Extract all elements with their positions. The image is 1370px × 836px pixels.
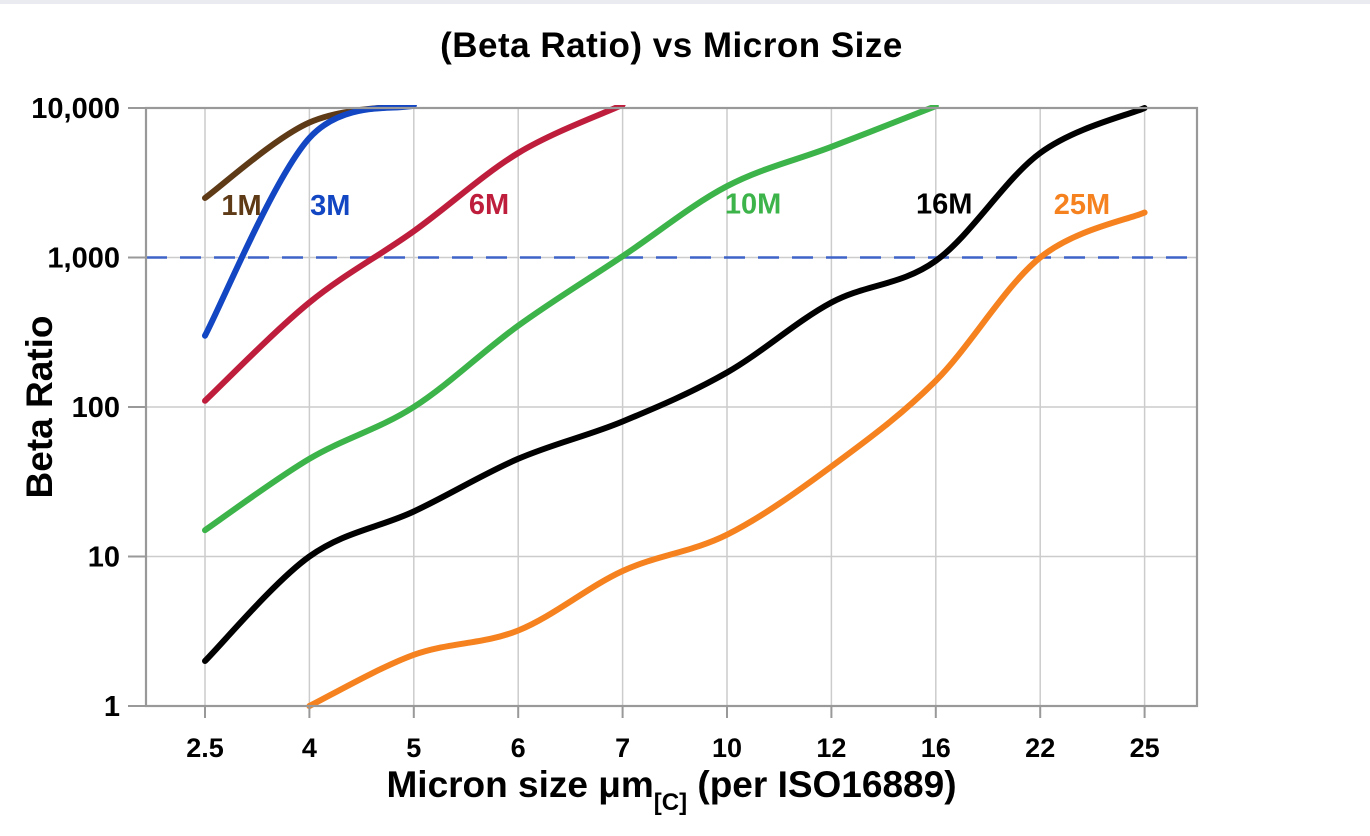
x-tick-label: 6: [511, 733, 526, 763]
series-label-6M: 6M: [469, 189, 509, 221]
series-line-10M: [202, 105, 939, 534]
x-axis-title: Micron size μm[C] (per ISO16889): [386, 764, 956, 816]
series-line-25M: [306, 209, 1148, 709]
y-tick-label: 100: [72, 392, 120, 424]
series-line-6M: [202, 105, 626, 404]
series-label-25M: 25M: [1054, 189, 1110, 221]
x-tick-label: 4: [302, 733, 317, 763]
x-tick-label: 12: [816, 733, 846, 763]
series-label-10M: 10M: [725, 188, 781, 220]
y-axis-title: Beta Ratio: [19, 316, 60, 499]
y-tick-label: 10: [88, 542, 120, 574]
chart-title: (Beta Ratio) vs Micron Size: [440, 26, 903, 65]
x-tick-label: 7: [615, 733, 630, 763]
y-tick-label: 1,000: [47, 243, 120, 275]
y-tick-label: 1: [104, 691, 120, 723]
x-tick-label: 2.5: [186, 733, 224, 763]
series-label-1M: 1M: [221, 190, 261, 222]
x-tick-label: 22: [1025, 733, 1055, 763]
series-curves: [202, 105, 1148, 709]
series-label-3M: 3M: [310, 190, 350, 222]
x-tick-label: 16: [921, 733, 951, 763]
x-tick-label: 10: [712, 733, 742, 763]
x-tick-label: 5: [406, 733, 421, 763]
series-label-16M: 16M: [916, 188, 972, 220]
x-tick-label: 25: [1130, 733, 1160, 763]
series-line-16M: [202, 105, 1148, 664]
y-tick-label: 10,000: [31, 93, 120, 125]
top-strip: [0, 0, 1370, 4]
